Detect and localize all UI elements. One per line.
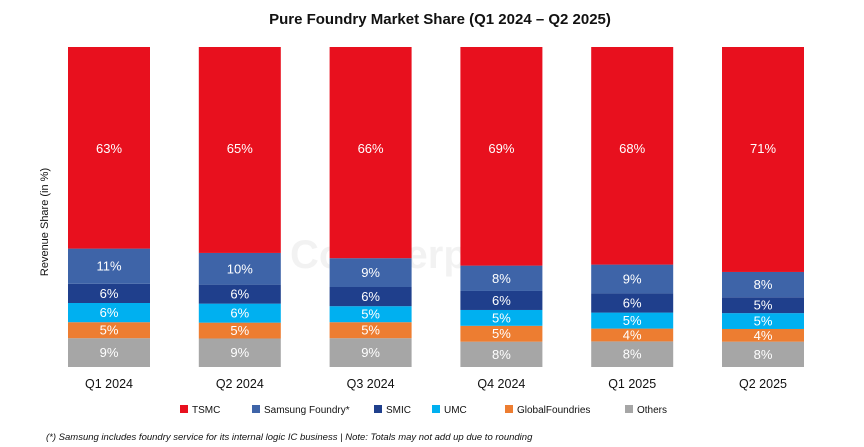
bar-tsmc-q1-2025 (591, 47, 674, 265)
label-smic-q2-2024: 6% (230, 287, 249, 302)
bar-umc-q4-2024 (460, 309, 543, 326)
label-samsung-foundry-q1-2024: 11% (96, 259, 121, 274)
bar-umc-q3-2024 (329, 306, 412, 323)
label-globalfoundries-q4-2024: 5% (492, 326, 511, 341)
legend-swatch-samsung-foundry (252, 405, 260, 413)
label-tsmc-q4-2024: 69% (488, 141, 514, 156)
label-others-q3-2024: 9% (361, 345, 380, 360)
label-umc-q3-2024: 5% (361, 307, 380, 322)
label-smic-q1-2025: 6% (623, 296, 642, 311)
label-others-q2-2025: 8% (754, 347, 773, 362)
bar-others-q2-2024 (198, 338, 281, 367)
label-samsung-foundry-q2-2024: 10% (227, 261, 253, 276)
label-smic-q1-2024: 6% (100, 286, 119, 301)
label-others-q1-2024: 9% (100, 345, 119, 360)
label-samsung-foundry-q1-2025: 9% (623, 272, 642, 287)
label-others-q2-2024: 9% (230, 345, 249, 360)
bar-smic-q3-2024 (329, 287, 412, 307)
bar-samsung-foundry-q4-2024 (460, 265, 543, 291)
legend-label-umc: UMC (444, 405, 467, 416)
label-others-q4-2024: 8% (492, 347, 511, 362)
x-tick-q3-2024: Q3 2024 (347, 377, 395, 391)
x-ticks: Q1 2024 Q2 2024 Q3 2024 Q4 2024 Q1 2025 Q2 20… (85, 377, 787, 391)
label-globalfoundries-q2-2025: 4% (754, 328, 773, 343)
label-globalfoundries-q2-2024: 5% (230, 323, 249, 338)
bar-samsung-foundry-q2-2024 (198, 252, 281, 285)
legend-swatch-others (625, 405, 633, 413)
bar-umc-q1-2025 (591, 312, 674, 329)
label-umc-q2-2024: 6% (230, 306, 249, 321)
legend-label-samsung-foundry: Samsung Foundry* (264, 405, 350, 416)
bar-smic-q1-2024 (68, 283, 150, 303)
bar-others-q4-2024 (460, 341, 543, 367)
label-umc-q1-2024: 6% (100, 305, 119, 320)
bar-smic-q4-2024 (460, 290, 543, 310)
footnote: (*) Samsung includes foundry service for… (46, 432, 533, 443)
legend-label-tsmc: TSMC (192, 405, 220, 416)
legend-label-smic: SMIC (386, 405, 411, 416)
bar-globalfoundries-q2-2025 (722, 328, 804, 342)
bar-samsung-foundry-q1-2024 (68, 248, 150, 284)
bar-globalfoundries-q2-2024 (198, 322, 281, 339)
legend-label-globalfoundries: GlobalFoundries (517, 405, 590, 416)
label-samsung-foundry-q3-2024: 9% (361, 265, 380, 280)
legend: TSMC Samsung Foundry* SMIC UMC GlobalFoundri… (180, 405, 667, 416)
bar-tsmc-q2-2025 (722, 47, 804, 272)
label-tsmc-q1-2025: 68% (619, 141, 645, 156)
x-tick-q2-2024: Q2 2024 (216, 377, 264, 391)
bar-tsmc-q4-2024 (460, 47, 543, 266)
x-tick-q1-2024: Q1 2024 (85, 377, 133, 391)
label-samsung-foundry-q4-2024: 8% (492, 271, 511, 286)
bar-tsmc-q3-2024 (329, 47, 412, 259)
x-tick-q4-2024: Q4 2024 (477, 377, 525, 391)
label-tsmc-q1-2024: 63% (96, 141, 122, 156)
bar-umc-q1-2024 (68, 303, 150, 323)
label-tsmc-q3-2024: 66% (358, 141, 384, 156)
legend-label-others: Others (637, 405, 667, 416)
label-samsung-foundry-q2-2025: 8% (754, 277, 773, 292)
label-tsmc-q2-2025: 71% (750, 141, 776, 156)
bar-umc-q2-2024 (198, 303, 281, 323)
bar-globalfoundries-q3-2024 (329, 322, 412, 339)
bar-samsung-foundry-q3-2024 (329, 258, 412, 287)
bar-tsmc-q2-2024 (198, 47, 281, 253)
bar-globalfoundries-q1-2024 (68, 322, 150, 339)
bar-smic-q1-2025 (591, 293, 674, 313)
label-smic-q3-2024: 6% (361, 289, 380, 304)
legend-swatch-umc (432, 405, 440, 413)
bar-umc-q2-2025 (722, 313, 804, 329)
bar-samsung-foundry-q2-2025 (722, 271, 804, 298)
label-umc-q2-2025: 5% (754, 314, 773, 329)
legend-swatch-globalfoundries (505, 405, 513, 413)
chart-title: Pure Foundry Market Share (Q1 2024 – Q2 … (269, 11, 611, 28)
bars-group: 9%5%6%6%11%63%9%5%6%6%10%65%9%5%5%6%9%66… (68, 47, 804, 367)
bar-globalfoundries-q4-2024 (460, 325, 543, 342)
bar-samsung-foundry-q1-2025 (591, 264, 674, 294)
label-others-q1-2025: 8% (623, 347, 642, 362)
x-tick-q1-2025: Q1 2025 (608, 377, 656, 391)
bar-others-q3-2024 (329, 338, 412, 367)
bar-tsmc-q1-2024 (68, 47, 150, 249)
x-tick-q2-2025: Q2 2025 (739, 377, 787, 391)
bar-smic-q2-2024 (198, 284, 281, 304)
label-umc-q1-2025: 5% (623, 313, 642, 328)
label-umc-q4-2024: 5% (492, 310, 511, 325)
bar-others-q2-2025 (722, 341, 804, 367)
label-globalfoundries-q3-2024: 5% (361, 323, 380, 338)
y-axis-label: Revenue Share (in %) (39, 168, 51, 276)
label-tsmc-q2-2024: 65% (227, 141, 253, 156)
bar-others-q1-2024 (68, 338, 150, 367)
label-smic-q2-2025: 5% (754, 298, 773, 313)
label-smic-q4-2024: 6% (492, 293, 511, 308)
legend-swatch-tsmc (180, 405, 188, 413)
legend-swatch-smic (374, 405, 382, 413)
label-globalfoundries-q1-2025: 4% (623, 328, 642, 343)
label-globalfoundries-q1-2024: 5% (100, 323, 119, 338)
bar-others-q1-2025 (591, 341, 674, 367)
bar-globalfoundries-q1-2025 (591, 328, 674, 342)
bar-smic-q2-2025 (722, 297, 804, 314)
